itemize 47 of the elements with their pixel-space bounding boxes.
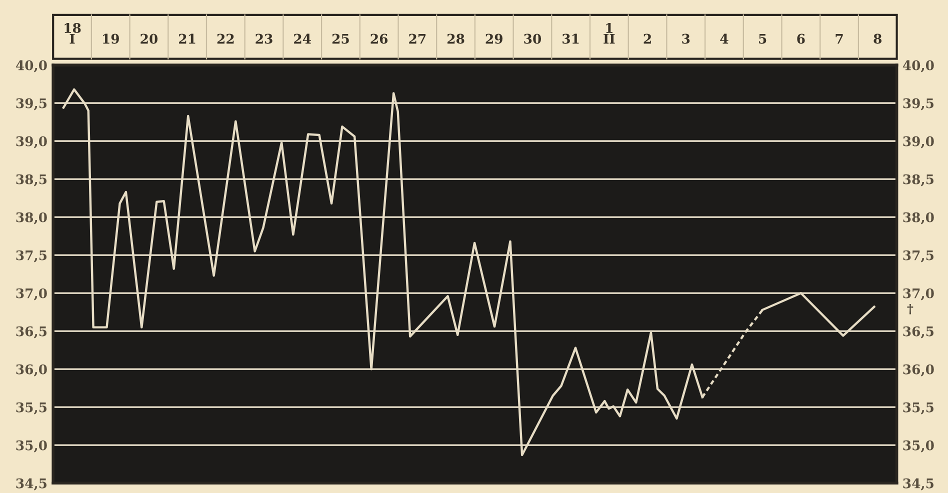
x-tick-label: 3 [682,34,690,44]
y-tick-label: 35,0 [16,440,47,452]
x-tick-label: 5 [759,34,766,44]
y-tick-label: 38,0 [16,212,47,224]
y-tick-label: 34,5 [16,478,47,490]
y2-tick-label: 37,0 [903,288,934,300]
x-tick-label: 19 [103,34,119,44]
y2-tick-label: 38,5 [903,174,934,186]
y2-tick-label: 39,0 [903,136,934,148]
y-tick-label: 40,0 [16,60,47,72]
x-tick-label: 27 [409,34,426,44]
y2-tick-label: 36,0 [903,364,934,376]
y2-tick-label: 35,5 [903,402,934,414]
x-tick-label: 31 [562,34,579,44]
y2-tick-label: 35,0 [903,440,934,452]
y2-tick-label: 34,5 [903,478,934,490]
x-tick-label: 6 [797,34,805,44]
x-tick-label: 23 [256,34,272,44]
y-tick-label: 39,0 [16,136,47,148]
x-tick-label: 1 II [604,23,615,44]
x-tick-label: 20 [140,34,158,44]
x-tick-label: 28 [447,34,464,44]
x-tick-label: 22 [217,34,234,44]
y-tick-label: 38,5 [16,174,47,186]
y2-tick-label: 38,0 [903,212,934,224]
x-tick-label: 26 [370,34,388,44]
y2-tick-label: 40,0 [902,60,934,72]
x-tick-label: 4 [720,34,728,44]
y2-tick-label: 37,5 [903,250,934,262]
y-tick-label: 35,5 [16,402,47,414]
x-tick-label: 24 [294,34,312,44]
y-tick-label: 39,5 [16,98,47,110]
y2-tick-label: 39,5 [903,98,934,110]
y-tick-label: 37,5 [16,250,47,262]
x-tick-label: 30 [524,34,542,44]
y-tick-label: 37,0 [16,288,47,300]
text: † [907,304,914,314]
x-tick-label: 18 I [64,23,81,44]
x-tick-label: 25 [332,34,349,44]
y-tick-label: 36,0 [16,364,47,376]
x-tick-label: 7 [836,34,843,44]
x-tick-label: 21 [179,34,196,44]
y2-tick-label: 36,5 [903,326,934,338]
x-tick-label: 29 [486,34,502,44]
y-tick-label: 36,5 [16,326,47,338]
x-tick-label: 8 [874,34,882,44]
x-tick-label: 2 [644,34,651,44]
